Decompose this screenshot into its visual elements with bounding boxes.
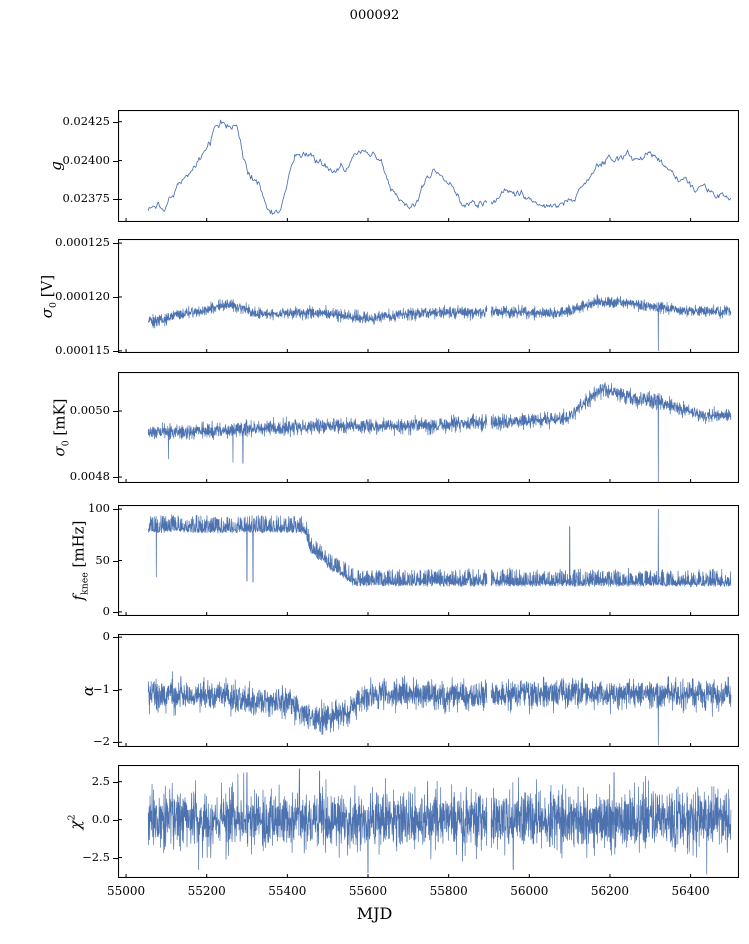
y-tick-label: −2.5 (82, 849, 110, 864)
y-tick-label: 100 (88, 501, 110, 516)
y-axis-label-chi2: χ2 (66, 813, 85, 830)
panel-canvas-sigma0_volts (118, 239, 739, 353)
series-line-sigma0_volts (147, 293, 732, 352)
y-tick-stub (113, 160, 118, 162)
y-tick-stub (113, 819, 118, 821)
series-line-sigma0_mk (147, 382, 732, 483)
x-tick-label: 56400 (671, 884, 710, 898)
x-tick-label: 55200 (187, 884, 226, 898)
y-tick-stub (113, 121, 118, 123)
axes-frame (118, 634, 739, 747)
y-tick-label: 0.0048 (69, 469, 110, 484)
y-tick-label: 0.000125 (55, 235, 110, 250)
x-tick-label: 55800 (429, 884, 468, 898)
x-tick-label: 55400 (268, 884, 307, 898)
y-tick-label: 50 (95, 552, 110, 567)
y-tick-stub (113, 296, 118, 298)
y-tick-stub (113, 243, 118, 245)
panel-canvas-chi2 (118, 765, 739, 878)
y-tick-stub (113, 560, 118, 562)
y-tick-stub (113, 742, 118, 744)
y-tick-label: −2 (93, 734, 110, 749)
y-tick-stub (113, 781, 118, 783)
y-tick-label: 0.02425 (62, 113, 110, 128)
y-tick-stub (113, 857, 118, 859)
series-line-gain (147, 119, 732, 215)
panel-canvas-f_knee (118, 505, 739, 616)
panel-gain (118, 110, 739, 222)
panel-chi2 (118, 765, 739, 878)
x-axis-label: MJD (356, 904, 393, 923)
y-axis-label-sigma0_volts: σ0 [V] (38, 274, 60, 318)
y-tick-label: 0.000120 (55, 288, 110, 303)
series-line-f_knee (147, 508, 732, 588)
panel-f_knee (118, 505, 739, 616)
y-tick-stub (113, 199, 118, 201)
x-tick-label: 56000 (510, 884, 549, 898)
y-tick-stub (113, 509, 118, 511)
panel-alpha (118, 634, 739, 747)
axes-frame (118, 239, 739, 353)
y-axis-label-f_knee: fknee [mHz] (69, 520, 91, 601)
x-tick-label: 55600 (348, 884, 388, 898)
y-tick-label: 2.5 (91, 773, 110, 788)
axes-frame (118, 765, 739, 878)
y-tick-stub (113, 410, 118, 412)
y-tick-label: 0.000115 (55, 342, 110, 357)
y-tick-stub (113, 477, 118, 479)
panel-canvas-alpha (118, 634, 739, 747)
panel-canvas-gain (118, 110, 739, 222)
panel-sigma0_volts (118, 239, 739, 353)
figure-title: 000092 (349, 8, 400, 23)
y-tick-stub (113, 689, 118, 691)
series-line-chi2 (147, 768, 732, 875)
y-axis-label-sigma0_mk: σ0 [mK] (50, 398, 72, 457)
y-tick-label: 0.02375 (62, 191, 110, 206)
y-tick-stub (113, 350, 118, 352)
y-tick-label: 0.02400 (62, 152, 110, 167)
y-tick-label: 0.0050 (69, 402, 110, 417)
axes-frame (118, 372, 739, 483)
panel-canvas-sigma0_mk (118, 372, 739, 483)
series-line-alpha (147, 671, 732, 746)
y-tick-stub (113, 611, 118, 613)
y-tick-label: 0 (102, 603, 110, 618)
x-tick-label: 56200 (590, 884, 630, 898)
y-tick-stub (113, 637, 118, 639)
axes-frame (118, 110, 739, 222)
y-tick-label: 0 (102, 629, 110, 644)
y-tick-label: 0.0 (91, 811, 110, 826)
y-axis-label-gain: g (46, 161, 65, 171)
y-axis-label-alpha: α (79, 685, 98, 696)
y-tick-label: −1 (93, 681, 110, 696)
x-tick-label: 55000 (106, 884, 146, 898)
panel-sigma0_mk (118, 372, 739, 483)
